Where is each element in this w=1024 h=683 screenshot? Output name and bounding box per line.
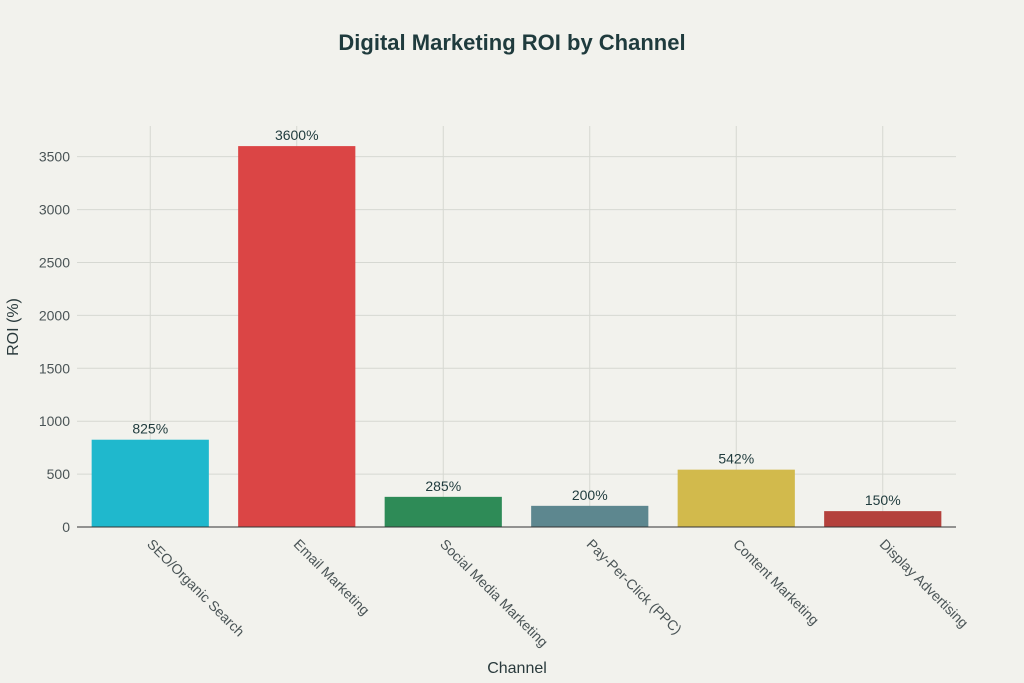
data-label: 3600% xyxy=(275,127,319,143)
bar xyxy=(384,496,502,527)
y-tick-label: 1500 xyxy=(39,360,70,376)
x-tick-label: Display Advertising xyxy=(877,536,972,631)
bar xyxy=(91,439,209,527)
bar xyxy=(677,469,795,527)
y-tick-label: 3000 xyxy=(39,202,70,218)
data-labels: 825% 3600% 285% 200% 542% 150% xyxy=(132,127,900,508)
x-tick-label: Social Media Marketing xyxy=(437,536,551,650)
data-label: 200% xyxy=(572,487,608,503)
bar xyxy=(238,146,356,527)
y-tick-label: 2000 xyxy=(39,307,70,323)
y-tick-label: 2500 xyxy=(39,254,70,270)
bar xyxy=(531,505,649,527)
bars xyxy=(91,146,942,527)
y-tick-label: 500 xyxy=(47,466,71,482)
data-label: 825% xyxy=(132,421,168,437)
y-axis-ticks: 0 500 1000 1500 2000 2500 3000 3500 xyxy=(39,149,70,535)
x-tick-label: Pay-Per-Click (PPC) xyxy=(584,536,686,638)
x-axis-ticks: SEO/Organic Search Email Marketing Social … xyxy=(144,536,971,650)
y-tick-label: 0 xyxy=(62,519,70,535)
y-tick-label: 1000 xyxy=(39,413,70,429)
y-axis-title: ROI (%) xyxy=(5,298,22,356)
chart-title: Digital Marketing ROI by Channel xyxy=(338,30,685,55)
grid xyxy=(77,126,956,527)
bar xyxy=(824,511,942,527)
x-tick-label: SEO/Organic Search xyxy=(144,536,248,640)
data-label: 150% xyxy=(865,492,901,508)
y-tick-label: 3500 xyxy=(39,149,70,165)
data-label: 542% xyxy=(718,451,754,467)
x-axis-title: Channel xyxy=(487,660,547,677)
x-tick-label: Content Marketing xyxy=(730,536,822,628)
x-tick-label: Email Marketing xyxy=(291,536,373,618)
data-label: 285% xyxy=(425,478,461,494)
